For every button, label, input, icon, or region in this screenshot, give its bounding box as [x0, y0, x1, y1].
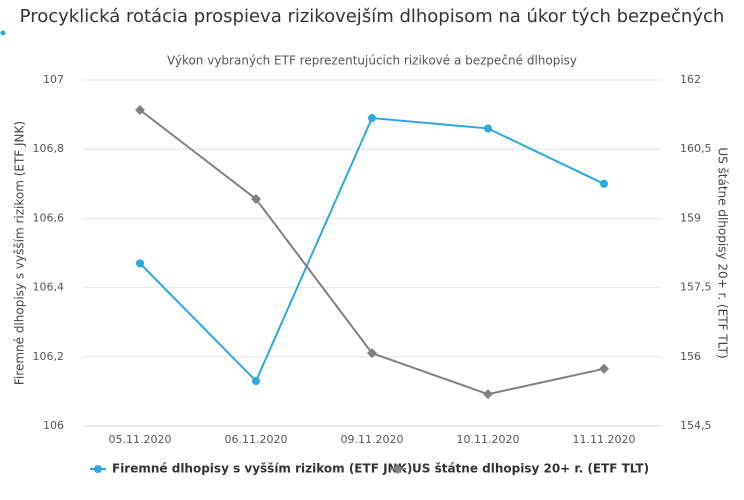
point [367, 348, 377, 359]
point [368, 114, 376, 123]
y2-tick-label: 159 [680, 211, 701, 224]
point [483, 389, 493, 400]
y2-tick-label: 156 [680, 350, 701, 363]
y2-tick-label: 154,5 [680, 419, 712, 432]
y-tick-label: 106 [43, 419, 64, 432]
legend-label: Firemné dlhopisy s vyšším rizikom (ETF J… [112, 462, 412, 476]
point [252, 377, 260, 386]
point [135, 104, 145, 115]
x-tick-label: 06.11.2020 [225, 433, 288, 446]
y-axis-title: Firemné dlhopisy s vyšším rizikom (ETF J… [13, 121, 27, 385]
decor-dot [0, 30, 6, 36]
x-tick-label: 10.11.2020 [457, 433, 520, 446]
legend-label: US štátne dlhopisy 20+ r. (ETF TLT) [412, 462, 649, 476]
legend-symbol [393, 464, 403, 474]
point [484, 124, 492, 133]
chart-title: Procyklická rotácia prospieva rizikovejš… [20, 6, 725, 27]
x-tick-label: 11.11.2020 [573, 433, 636, 446]
y-tick-label: 106,6 [33, 211, 65, 224]
y2-tick-label: 157,5 [680, 281, 712, 294]
point [251, 194, 261, 205]
y2-tick-label: 162 [680, 73, 701, 86]
y-tick-label: 106,4 [33, 281, 65, 294]
y-tick-label: 107 [43, 73, 64, 86]
chart-subtitle: Výkon vybraných ETF reprezentujúcich riz… [167, 54, 577, 68]
point [136, 259, 144, 268]
series-line [139, 117, 605, 383]
x-tick-label: 09.11.2020 [341, 433, 404, 446]
x-tick-label: 05.11.2020 [109, 433, 172, 446]
y-tick-label: 106,2 [33, 350, 65, 363]
y2-axis-title: US štátne dlhopisy 20+ r. (ETF TLT) [716, 147, 730, 358]
y-tick-label: 106,8 [33, 142, 65, 155]
point [599, 363, 609, 374]
point [600, 179, 608, 188]
y2-tick-label: 160,5 [680, 142, 712, 155]
legend-symbol [94, 465, 102, 473]
